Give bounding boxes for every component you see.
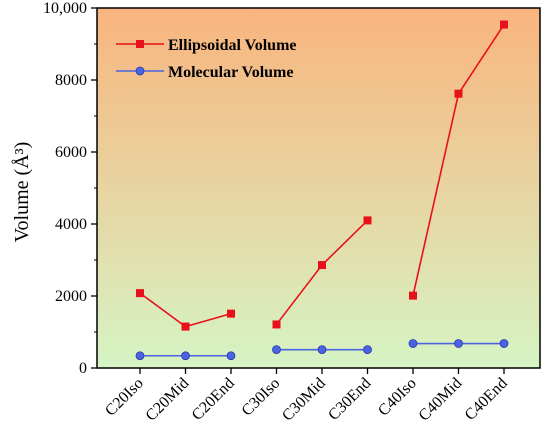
y-tick-label: 10,000 <box>43 0 87 17</box>
legend-label: Molecular Volume <box>168 64 293 81</box>
x-tick-label: C40Iso <box>375 375 420 420</box>
y-tick-label: 2000 <box>55 288 87 305</box>
data-point <box>317 345 327 355</box>
data-point <box>500 20 508 29</box>
x-tick-label: C20Iso <box>102 375 147 420</box>
x-tick-label: C40Mid <box>416 375 466 425</box>
series-molecular-volume <box>135 339 509 361</box>
data-point <box>318 261 326 270</box>
y-tick-label: 0 <box>79 360 87 377</box>
legend: Ellipsoidal Volume Molecular Volume <box>116 37 297 81</box>
data-point <box>226 351 236 361</box>
y-axis-title: Volume (Å³) <box>11 142 33 243</box>
data-point <box>272 345 281 355</box>
data-point <box>409 291 417 300</box>
x-tick-label: C30Mid <box>279 375 329 425</box>
data-point <box>499 339 509 348</box>
legend-label: Ellipsoidal Volume <box>168 37 297 54</box>
data-point <box>135 351 145 361</box>
data-point <box>181 351 190 361</box>
y-tick-label: 8000 <box>55 72 87 89</box>
data-point <box>363 345 372 355</box>
data-point <box>454 89 463 98</box>
data-point <box>363 216 372 225</box>
x-tick-label: C30Iso <box>239 375 284 420</box>
data-point <box>227 309 235 318</box>
data-point <box>136 289 144 298</box>
y-axis: 0 2000 4000 6000 8000 10,000 <box>43 0 97 377</box>
plot-background <box>97 8 540 368</box>
series-ellipsoidal-volume <box>136 20 508 331</box>
y-tick-label: 4000 <box>55 216 87 233</box>
x-tick-label: C40End <box>462 375 511 424</box>
x-tick-label: C20End <box>189 375 238 424</box>
x-tick-label: C30End <box>325 375 374 424</box>
data-point <box>408 339 418 348</box>
data-point <box>181 322 190 331</box>
legend-marker <box>136 40 144 48</box>
data-point <box>272 320 281 329</box>
legend-marker <box>135 66 145 76</box>
x-tick-label: C20Mid <box>143 375 193 425</box>
y-tick-label: 6000 <box>55 144 87 161</box>
data-point <box>454 339 463 348</box>
